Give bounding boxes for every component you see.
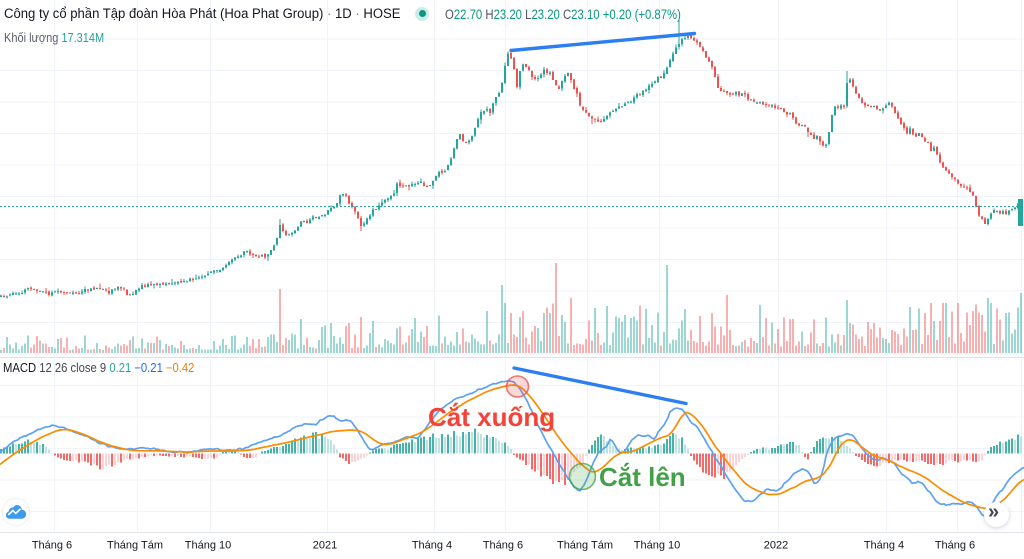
svg-text:Tháng 10: Tháng 10 — [185, 540, 231, 552]
svg-text:Tháng 10: Tháng 10 — [634, 540, 680, 552]
svg-text:Tháng Tám: Tháng Tám — [557, 540, 613, 552]
svg-text:Tháng 6: Tháng 6 — [483, 540, 523, 552]
svg-text:Tháng 4: Tháng 4 — [864, 540, 904, 552]
svg-text:2022: 2022 — [764, 540, 788, 552]
svg-text:Tháng 4: Tháng 4 — [412, 540, 452, 552]
svg-text:2021: 2021 — [313, 540, 337, 552]
svg-text:Tháng 6: Tháng 6 — [32, 540, 72, 552]
svg-text:Tháng Tám: Tháng Tám — [107, 540, 163, 552]
svg-text:Tháng 6: Tháng 6 — [935, 540, 975, 552]
